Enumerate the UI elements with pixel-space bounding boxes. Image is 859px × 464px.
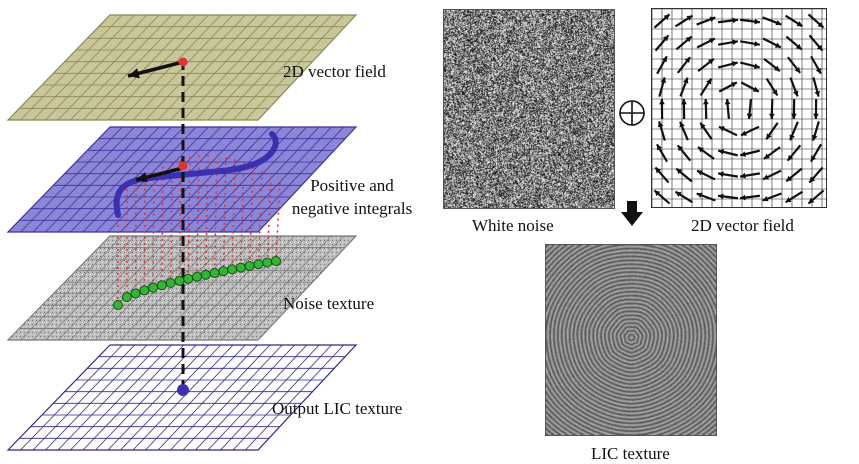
label-integrals-line1: Positive and — [310, 176, 394, 195]
label-noise-texture-layer: Noise texture — [283, 294, 375, 313]
label-integrals-line2: negative integrals — [291, 199, 413, 218]
label-output-lic-texture-layer: Output LIC texture — [272, 399, 403, 418]
vector-field-image — [651, 8, 827, 208]
circled-plus-icon — [619, 100, 645, 126]
lic-texture-image — [545, 244, 717, 436]
down-arrow-icon — [621, 201, 643, 226]
white-noise-image — [443, 9, 615, 209]
label-2d-vector-field-layer: 2D vector field — [283, 62, 386, 81]
output-lic-plane — [6, 344, 358, 451]
label-2d-vector-field-panel: 2D vector field — [691, 216, 794, 235]
integration-overlays — [113, 57, 281, 396]
label-white-noise: White noise — [472, 216, 554, 235]
label-lic-texture: LIC texture — [591, 444, 670, 463]
